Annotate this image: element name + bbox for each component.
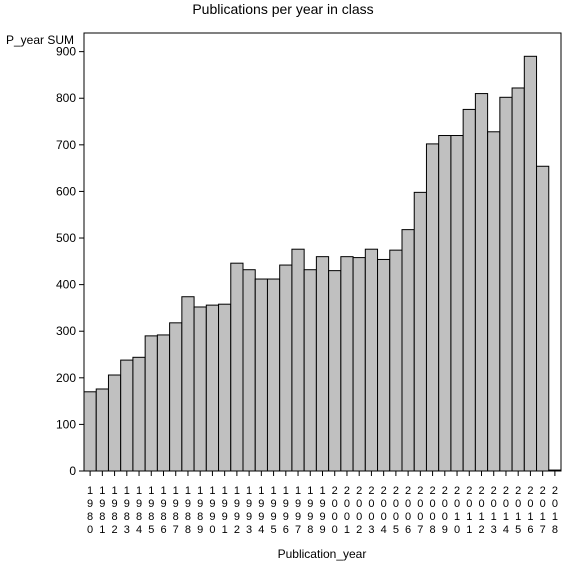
bar-2006 xyxy=(401,229,415,472)
bar-1982 xyxy=(107,374,122,472)
bar-2007 xyxy=(413,191,427,472)
x-axis-label: Publication_year xyxy=(278,547,367,561)
y-tick-label: 200 xyxy=(56,371,76,385)
bar-2017 xyxy=(536,165,550,472)
bar-1984 xyxy=(132,356,146,472)
bar-1992 xyxy=(230,262,244,472)
bar-1980 xyxy=(83,391,97,472)
y-axis-label: P_year SUM xyxy=(6,33,74,47)
bar-2012 xyxy=(474,93,489,472)
bar-1994 xyxy=(254,278,268,472)
bar-1988 xyxy=(181,296,195,472)
y-tick-label: 900 xyxy=(56,45,76,59)
y-axis-ticks: 0 100 200 300 400 500 600 700 800 900 xyxy=(56,45,84,478)
bar-2004 xyxy=(377,258,391,472)
y-tick-label: 300 xyxy=(56,324,76,338)
bar-2011 xyxy=(462,108,476,472)
bar-1981 xyxy=(95,388,109,472)
bars-group xyxy=(83,55,562,472)
bar-1989 xyxy=(193,306,207,472)
y-tick-label: 600 xyxy=(56,184,76,198)
bar-2013 xyxy=(487,131,501,472)
y-tick-label: 500 xyxy=(56,231,76,245)
x-axis-ticks: 1 9 8 0 1 9 8 1 1 9 8 2 1 9 8 3 1 9 8 4 1 9 8 5 1 9 8 6 1 9 8 7 1 9 8 8 1 9 8 9… xyxy=(87,471,558,536)
bar-1996 xyxy=(279,264,293,472)
bar-1997 xyxy=(291,248,305,472)
chart-title: Publications per year in class xyxy=(192,1,373,17)
bar-2002 xyxy=(352,257,366,472)
bar-2005 xyxy=(389,249,403,472)
bar-2010 xyxy=(450,135,464,472)
bar-1999 xyxy=(315,256,330,472)
bar-1987 xyxy=(169,322,183,472)
bar-2009 xyxy=(438,135,452,472)
bar-2015 xyxy=(511,87,525,472)
bar-1998 xyxy=(303,269,317,472)
bar-2008 xyxy=(425,143,440,472)
bar-2016 xyxy=(523,55,538,472)
bar-1993 xyxy=(242,269,256,472)
bar-1986 xyxy=(156,334,171,472)
bar-2001 xyxy=(340,256,354,472)
bar-1983 xyxy=(120,359,134,472)
y-tick-label: 800 xyxy=(56,91,76,105)
y-tick-label: 700 xyxy=(56,138,76,152)
y-tick-label: 0 xyxy=(69,464,76,478)
bar-1991 xyxy=(218,303,232,472)
bar-2000 xyxy=(328,270,342,472)
y-tick-label: 100 xyxy=(56,417,76,431)
bar-1985 xyxy=(144,335,158,472)
bar-1990 xyxy=(205,304,220,472)
y-tick-label: 400 xyxy=(56,278,76,292)
plot-frame xyxy=(83,32,562,472)
bar-2003 xyxy=(364,248,379,472)
bar-2014 xyxy=(499,96,513,472)
bar-1995 xyxy=(266,278,281,472)
